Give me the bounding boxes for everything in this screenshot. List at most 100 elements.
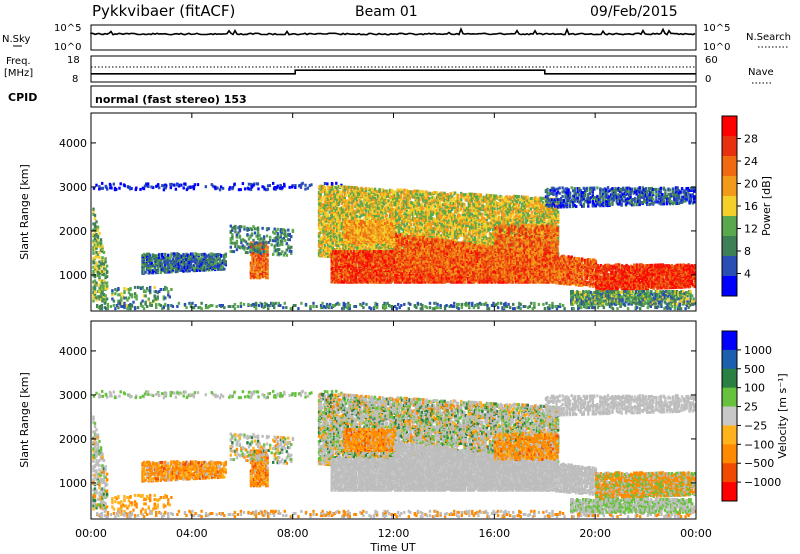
power-cell bbox=[634, 306, 637, 310]
power-cell bbox=[349, 246, 352, 250]
power-cell bbox=[337, 247, 340, 251]
power-cell bbox=[164, 255, 167, 259]
power-cell bbox=[407, 301, 410, 305]
power-cell bbox=[345, 210, 348, 214]
power-cell bbox=[92, 272, 95, 275]
power-cell bbox=[365, 302, 368, 306]
power-cell bbox=[330, 182, 334, 185]
power-cell bbox=[273, 249, 276, 253]
power-cell bbox=[433, 307, 436, 311]
power-cell bbox=[354, 202, 357, 206]
power-cell bbox=[352, 247, 356, 251]
power-cell bbox=[354, 196, 357, 200]
power-cell bbox=[153, 264, 156, 268]
power-cell bbox=[586, 306, 589, 310]
power-cell bbox=[333, 237, 336, 241]
station-title: Pykkvibaer (fitACF) bbox=[92, 2, 235, 20]
power-cell bbox=[325, 232, 328, 236]
power-cell bbox=[343, 196, 346, 199]
power-cell bbox=[92, 285, 95, 289]
power-cell bbox=[170, 252, 173, 256]
power-cell bbox=[419, 302, 423, 306]
power-cell bbox=[118, 293, 122, 297]
power-cell bbox=[325, 224, 328, 228]
power-cell bbox=[93, 283, 97, 287]
power-cell bbox=[249, 227, 252, 230]
power-cell bbox=[192, 255, 196, 259]
power-cell bbox=[176, 183, 179, 187]
power-cell bbox=[93, 286, 97, 290]
power-cell bbox=[211, 304, 214, 307]
power-cell bbox=[162, 259, 165, 263]
power-cell bbox=[198, 266, 202, 270]
power-cell bbox=[176, 262, 179, 266]
power-cell bbox=[334, 214, 337, 218]
power-cell bbox=[342, 207, 345, 211]
power-cell bbox=[103, 306, 106, 310]
power-cell bbox=[344, 302, 347, 306]
power-cell bbox=[268, 184, 271, 187]
power-cell bbox=[155, 184, 158, 188]
power-cell bbox=[351, 190, 354, 194]
power-cell bbox=[325, 190, 328, 194]
power-cell bbox=[123, 296, 126, 300]
power-cell bbox=[287, 228, 290, 232]
power-cell bbox=[468, 301, 471, 305]
power-cell bbox=[322, 202, 325, 206]
power-cell bbox=[155, 302, 158, 306]
power-cell bbox=[266, 270, 269, 273]
power-cell bbox=[518, 306, 521, 310]
power-cell bbox=[95, 225, 98, 229]
power-cell bbox=[98, 264, 101, 268]
power-cell bbox=[279, 233, 282, 237]
power-cell bbox=[92, 274, 95, 278]
date-title: 09/Feb/2015 bbox=[590, 4, 678, 20]
power-cell bbox=[200, 258, 203, 262]
power-cell bbox=[239, 305, 243, 308]
power-cell bbox=[156, 263, 159, 267]
power-cell bbox=[330, 199, 333, 203]
power-cell bbox=[216, 186, 219, 190]
power-cell bbox=[329, 302, 332, 306]
power-cell bbox=[215, 263, 218, 267]
power-cell bbox=[342, 243, 345, 247]
power-cell bbox=[174, 187, 178, 191]
power-cell bbox=[354, 186, 357, 190]
power-cell bbox=[358, 192, 362, 196]
power-cell bbox=[527, 306, 530, 310]
power-cell bbox=[158, 260, 161, 264]
power-cell bbox=[155, 256, 158, 260]
power-cell bbox=[266, 245, 269, 249]
power-cell bbox=[228, 186, 232, 190]
power-cell bbox=[241, 182, 245, 186]
power-cell bbox=[335, 302, 338, 306]
power-cell bbox=[142, 270, 146, 274]
power-cell bbox=[257, 260, 260, 264]
power-cell bbox=[155, 306, 158, 310]
power-cell bbox=[343, 188, 346, 192]
power-cell bbox=[320, 254, 324, 258]
power-cell bbox=[250, 232, 254, 236]
power-cell bbox=[99, 262, 103, 266]
power-cell bbox=[123, 287, 126, 290]
power-cell bbox=[639, 307, 642, 311]
power-cell bbox=[258, 238, 261, 242]
power-cell bbox=[102, 269, 106, 273]
power-cell bbox=[546, 306, 550, 310]
power-cell bbox=[149, 253, 152, 257]
power-cell bbox=[217, 256, 220, 260]
freq-label-line2: [MHz] bbox=[4, 68, 33, 79]
power-cell bbox=[368, 306, 371, 310]
power-cell bbox=[261, 273, 265, 277]
power-cell bbox=[320, 204, 324, 208]
nsky-tick-top: 10^5 bbox=[54, 23, 81, 34]
power-cell bbox=[93, 291, 97, 294]
power-cell bbox=[345, 187, 348, 191]
power-cell bbox=[251, 251, 254, 254]
power-cell bbox=[323, 190, 327, 194]
power-cell bbox=[247, 182, 251, 186]
power-cell bbox=[602, 306, 606, 310]
power-cell bbox=[92, 209, 95, 213]
power-cell bbox=[460, 305, 463, 308]
